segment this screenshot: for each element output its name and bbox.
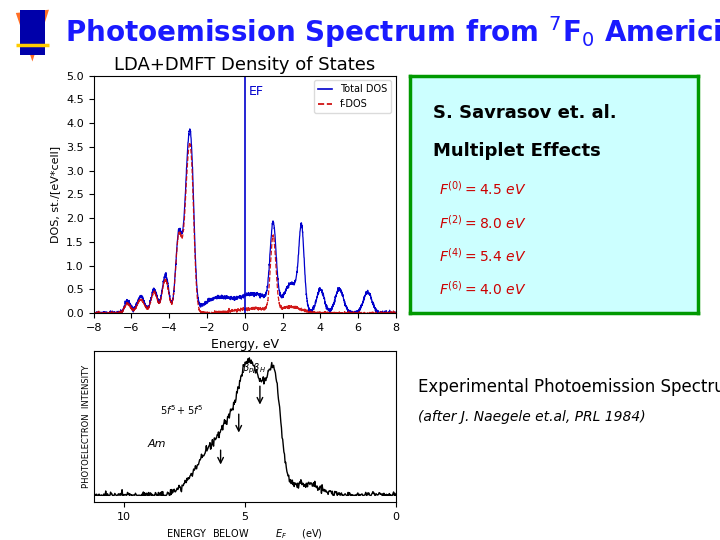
Text: $\beta_p\beta_H$: $\beta_p\beta_H$	[242, 362, 266, 376]
Polygon shape	[16, 10, 49, 62]
Text: EF: EF	[248, 85, 264, 98]
Text: $F^{(4)}=5.4\ eV$: $F^{(4)}=5.4\ eV$	[439, 247, 527, 265]
Y-axis label: PHOTOELECTRON  INTENSITY: PHOTOELECTRON INTENSITY	[82, 365, 91, 488]
Text: $5f^5+5f^5$: $5f^5+5f^5$	[160, 403, 203, 417]
Text: (after J. Naegele et.al, PRL 1984): (after J. Naegele et.al, PRL 1984)	[418, 410, 645, 424]
FancyBboxPatch shape	[20, 10, 45, 55]
Text: Am: Am	[148, 440, 166, 449]
Text: Multiplet Effects: Multiplet Effects	[433, 142, 601, 160]
Text: $F^{(0)}=4.5\ eV$: $F^{(0)}=4.5\ eV$	[439, 180, 527, 198]
Text: Experimental Photoemission Spectrum: Experimental Photoemission Spectrum	[418, 378, 720, 396]
Text: $F^{(2)}=8.0\ eV$: $F^{(2)}=8.0\ eV$	[439, 213, 527, 231]
Title: LDA+DMFT Density of States: LDA+DMFT Density of States	[114, 56, 375, 74]
X-axis label: ENERGY  BELOW         $E_F$     (eV): ENERGY BELOW $E_F$ (eV)	[166, 528, 323, 540]
Text: $F^{(6)}=4.0\ eV$: $F^{(6)}=4.0\ eV$	[439, 280, 527, 298]
Text: S. Savrasov et. al.: S. Savrasov et. al.	[433, 104, 617, 122]
X-axis label: Energy, eV: Energy, eV	[211, 339, 279, 352]
Y-axis label: DOS, st./[eV*cell]: DOS, st./[eV*cell]	[50, 146, 60, 243]
Legend: Total DOS, f-DOS: Total DOS, f-DOS	[314, 80, 391, 113]
Text: Photoemission Spectrum from $^7$F$_0$ Americium: Photoemission Spectrum from $^7$F$_0$ Am…	[65, 15, 720, 50]
